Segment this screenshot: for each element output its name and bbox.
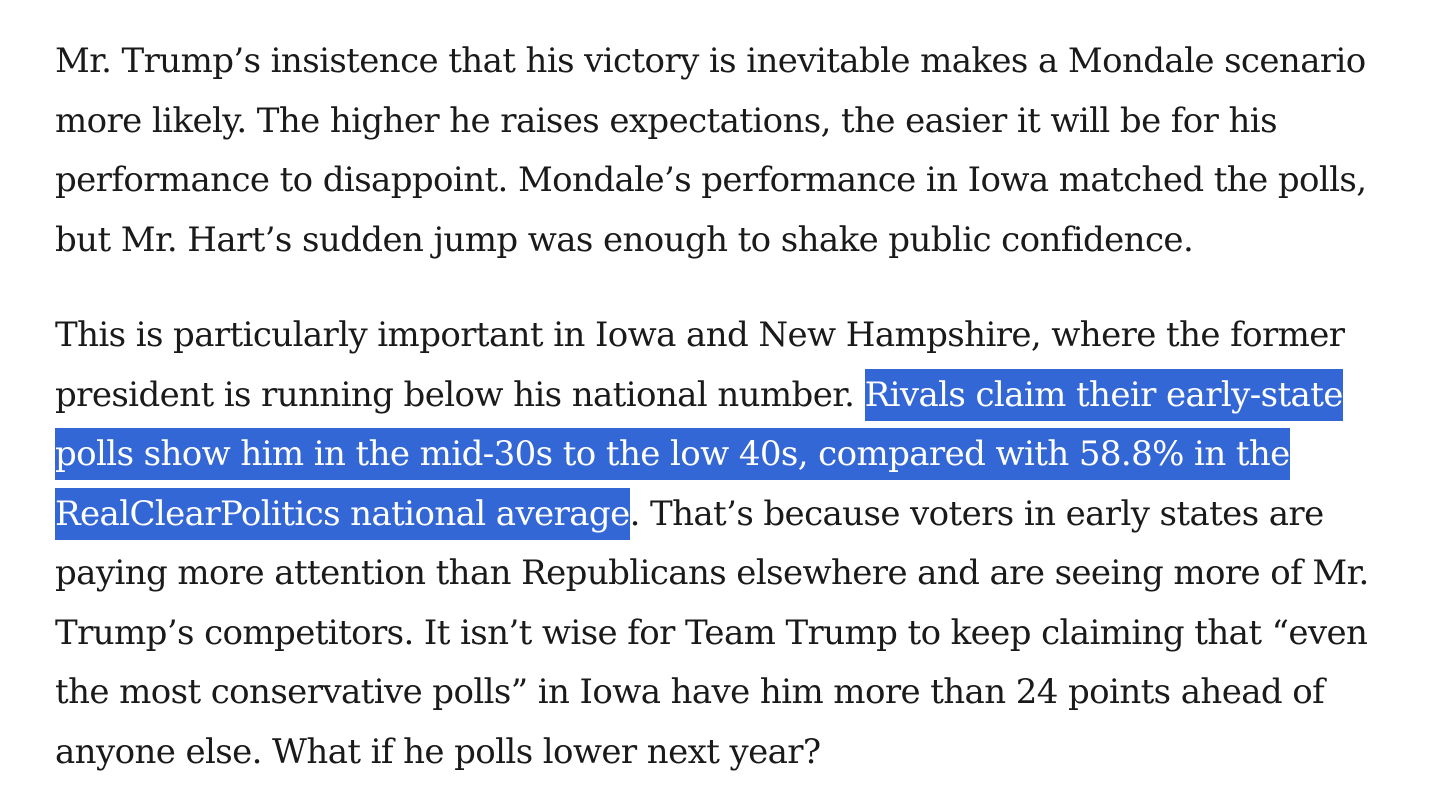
article-body: Mr. Trump’s insistence that his victory … xyxy=(55,32,1415,782)
paragraph-2-text-before[interactable]: This is particularly important in Iowa a… xyxy=(55,315,1345,415)
paragraph-1[interactable]: Mr. Trump’s insistence that his victory … xyxy=(55,32,1415,270)
paragraph-2[interactable]: This is particularly important in Iowa a… xyxy=(55,306,1415,782)
paragraph-1-text[interactable]: Mr. Trump’s insistence that his victory … xyxy=(55,41,1367,260)
paragraph-2-text-after[interactable]: . That’s because voters in early states … xyxy=(55,493,1369,772)
